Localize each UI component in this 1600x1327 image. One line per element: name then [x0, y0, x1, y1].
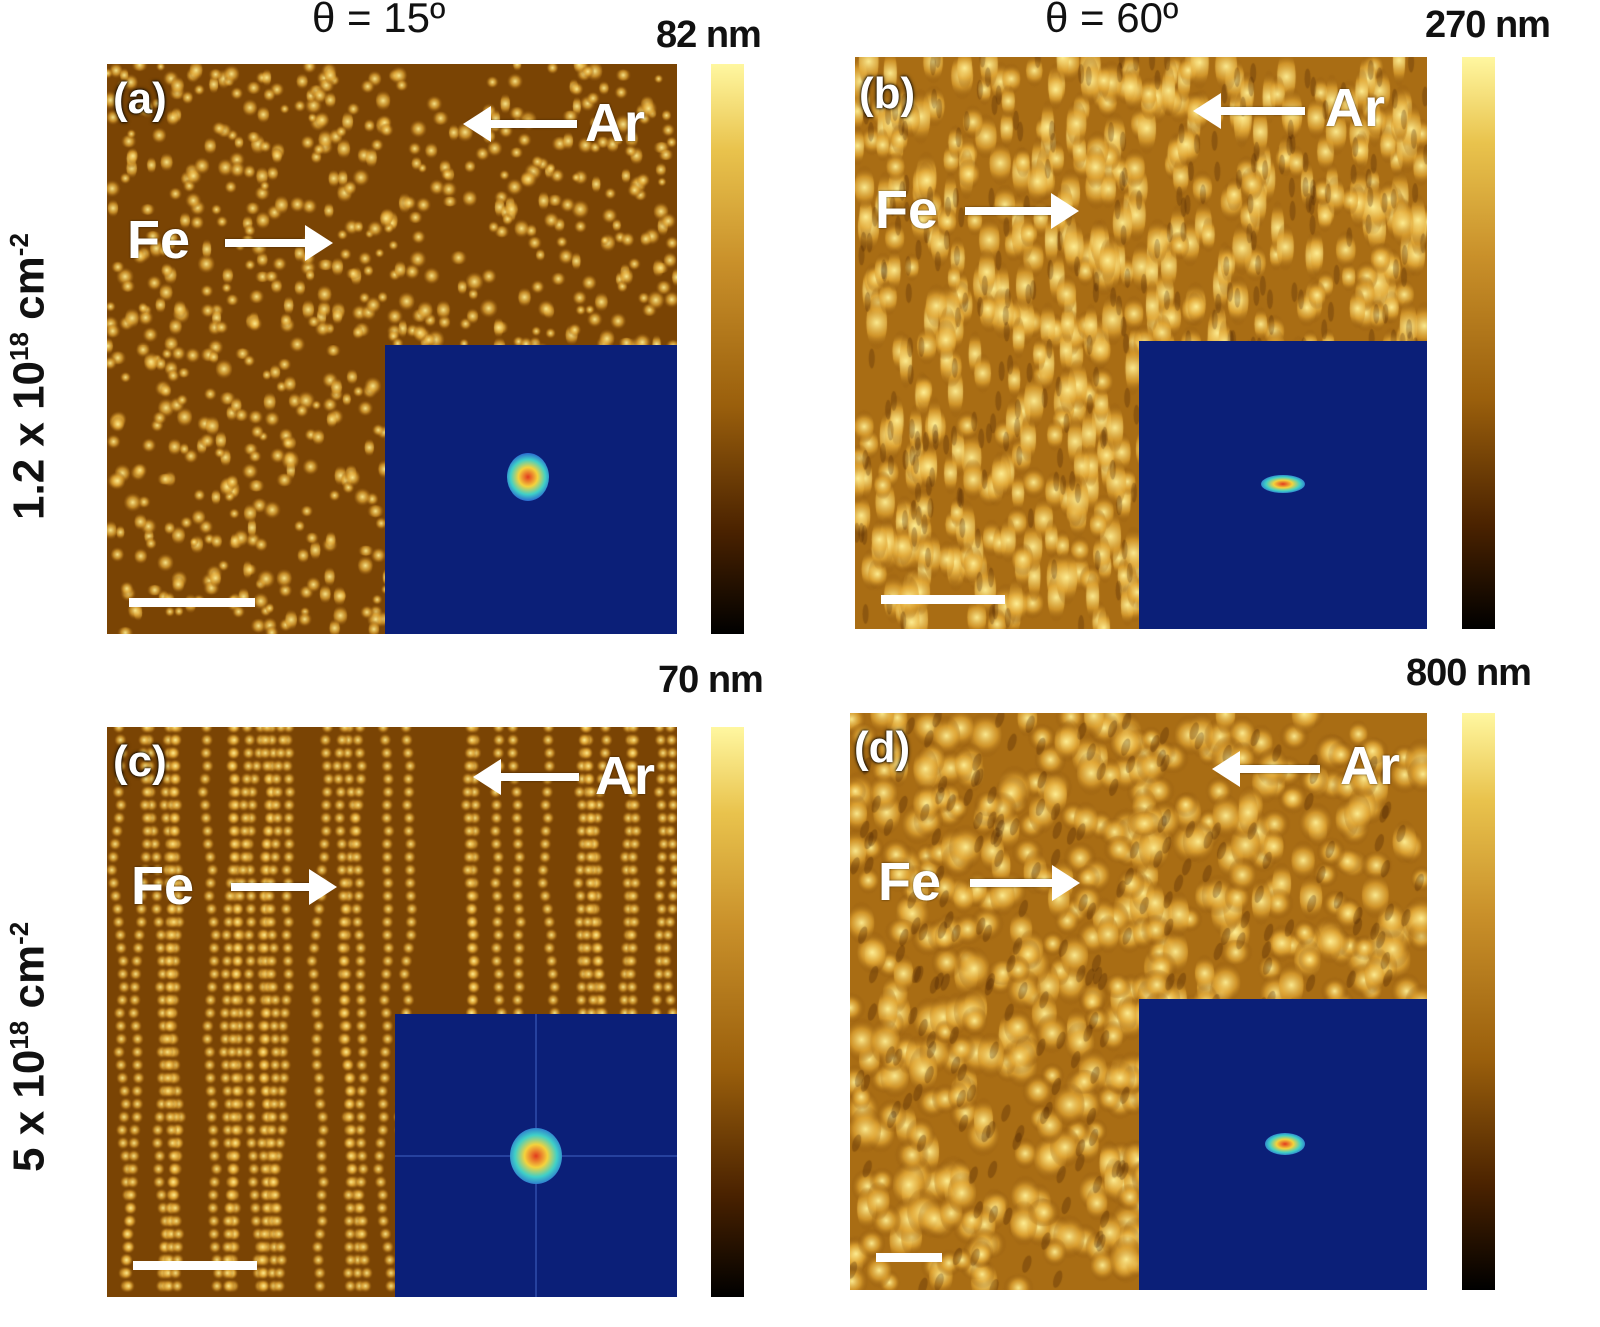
colorbar-max-a: 82 nm: [656, 14, 762, 56]
scale-bar-a: [129, 598, 255, 607]
ar-label-d: Ar: [1340, 736, 1401, 796]
scale-bar-c: [133, 1261, 257, 1270]
afm-panel-c: (c) Fe Ar: [107, 727, 677, 1297]
panel-label-d: (d): [854, 723, 911, 772]
ar-label-c: Ar: [595, 746, 656, 806]
colorbar-d: [1462, 713, 1495, 1290]
fe-arrow-b: [965, 193, 1079, 229]
fe-arrow-d: [970, 865, 1080, 901]
ar-arrow-b: [1193, 93, 1305, 129]
ar-label-a: Ar: [585, 93, 646, 153]
afm-panel-d: (d) Fe Ar: [850, 713, 1427, 1290]
row-label-2: 5 x 1018 cm-2: [4, 921, 54, 1172]
fft-inset-c: [395, 1014, 677, 1297]
scale-bar-b: [881, 595, 1005, 604]
fft-inset-b: [1139, 341, 1427, 629]
colorbar-a: [711, 64, 744, 634]
colorbar-b: [1462, 57, 1495, 629]
panel-label-b: (b): [859, 69, 916, 118]
panel-label-a: (a): [113, 74, 167, 123]
panel-label-c: (c): [113, 737, 167, 786]
column-header-60: θ = 60º: [1045, 0, 1179, 41]
afm-panel-b: (b) Fe Ar: [855, 57, 1427, 629]
fe-arrow-c: [231, 869, 337, 905]
fe-label-d: Fe: [878, 852, 942, 912]
scale-bar-d: [876, 1253, 942, 1262]
afm-panel-a: (a) Fe Ar: [107, 64, 677, 634]
fe-arrow-a: [225, 225, 333, 261]
ar-label-b: Ar: [1325, 78, 1386, 138]
colorbar-max-c: 70 nm: [658, 659, 764, 701]
colorbar-max-d: 800 nm: [1406, 652, 1532, 694]
row-label-1: 1.2 x 1018 cm-2: [4, 233, 54, 520]
ar-arrow-d: [1212, 751, 1320, 787]
fft-inset-d: [1139, 999, 1427, 1290]
column-header-15: θ = 15º: [312, 0, 446, 41]
ar-arrow-a: [463, 106, 577, 142]
fe-label-a: Fe: [127, 210, 191, 270]
fe-label-b: Fe: [875, 180, 939, 240]
fft-inset-a: [385, 345, 677, 634]
fe-label-c: Fe: [131, 856, 195, 916]
ar-arrow-c: [473, 759, 579, 795]
colorbar-max-b: 270 nm: [1425, 4, 1551, 46]
colorbar-c: [711, 727, 744, 1297]
